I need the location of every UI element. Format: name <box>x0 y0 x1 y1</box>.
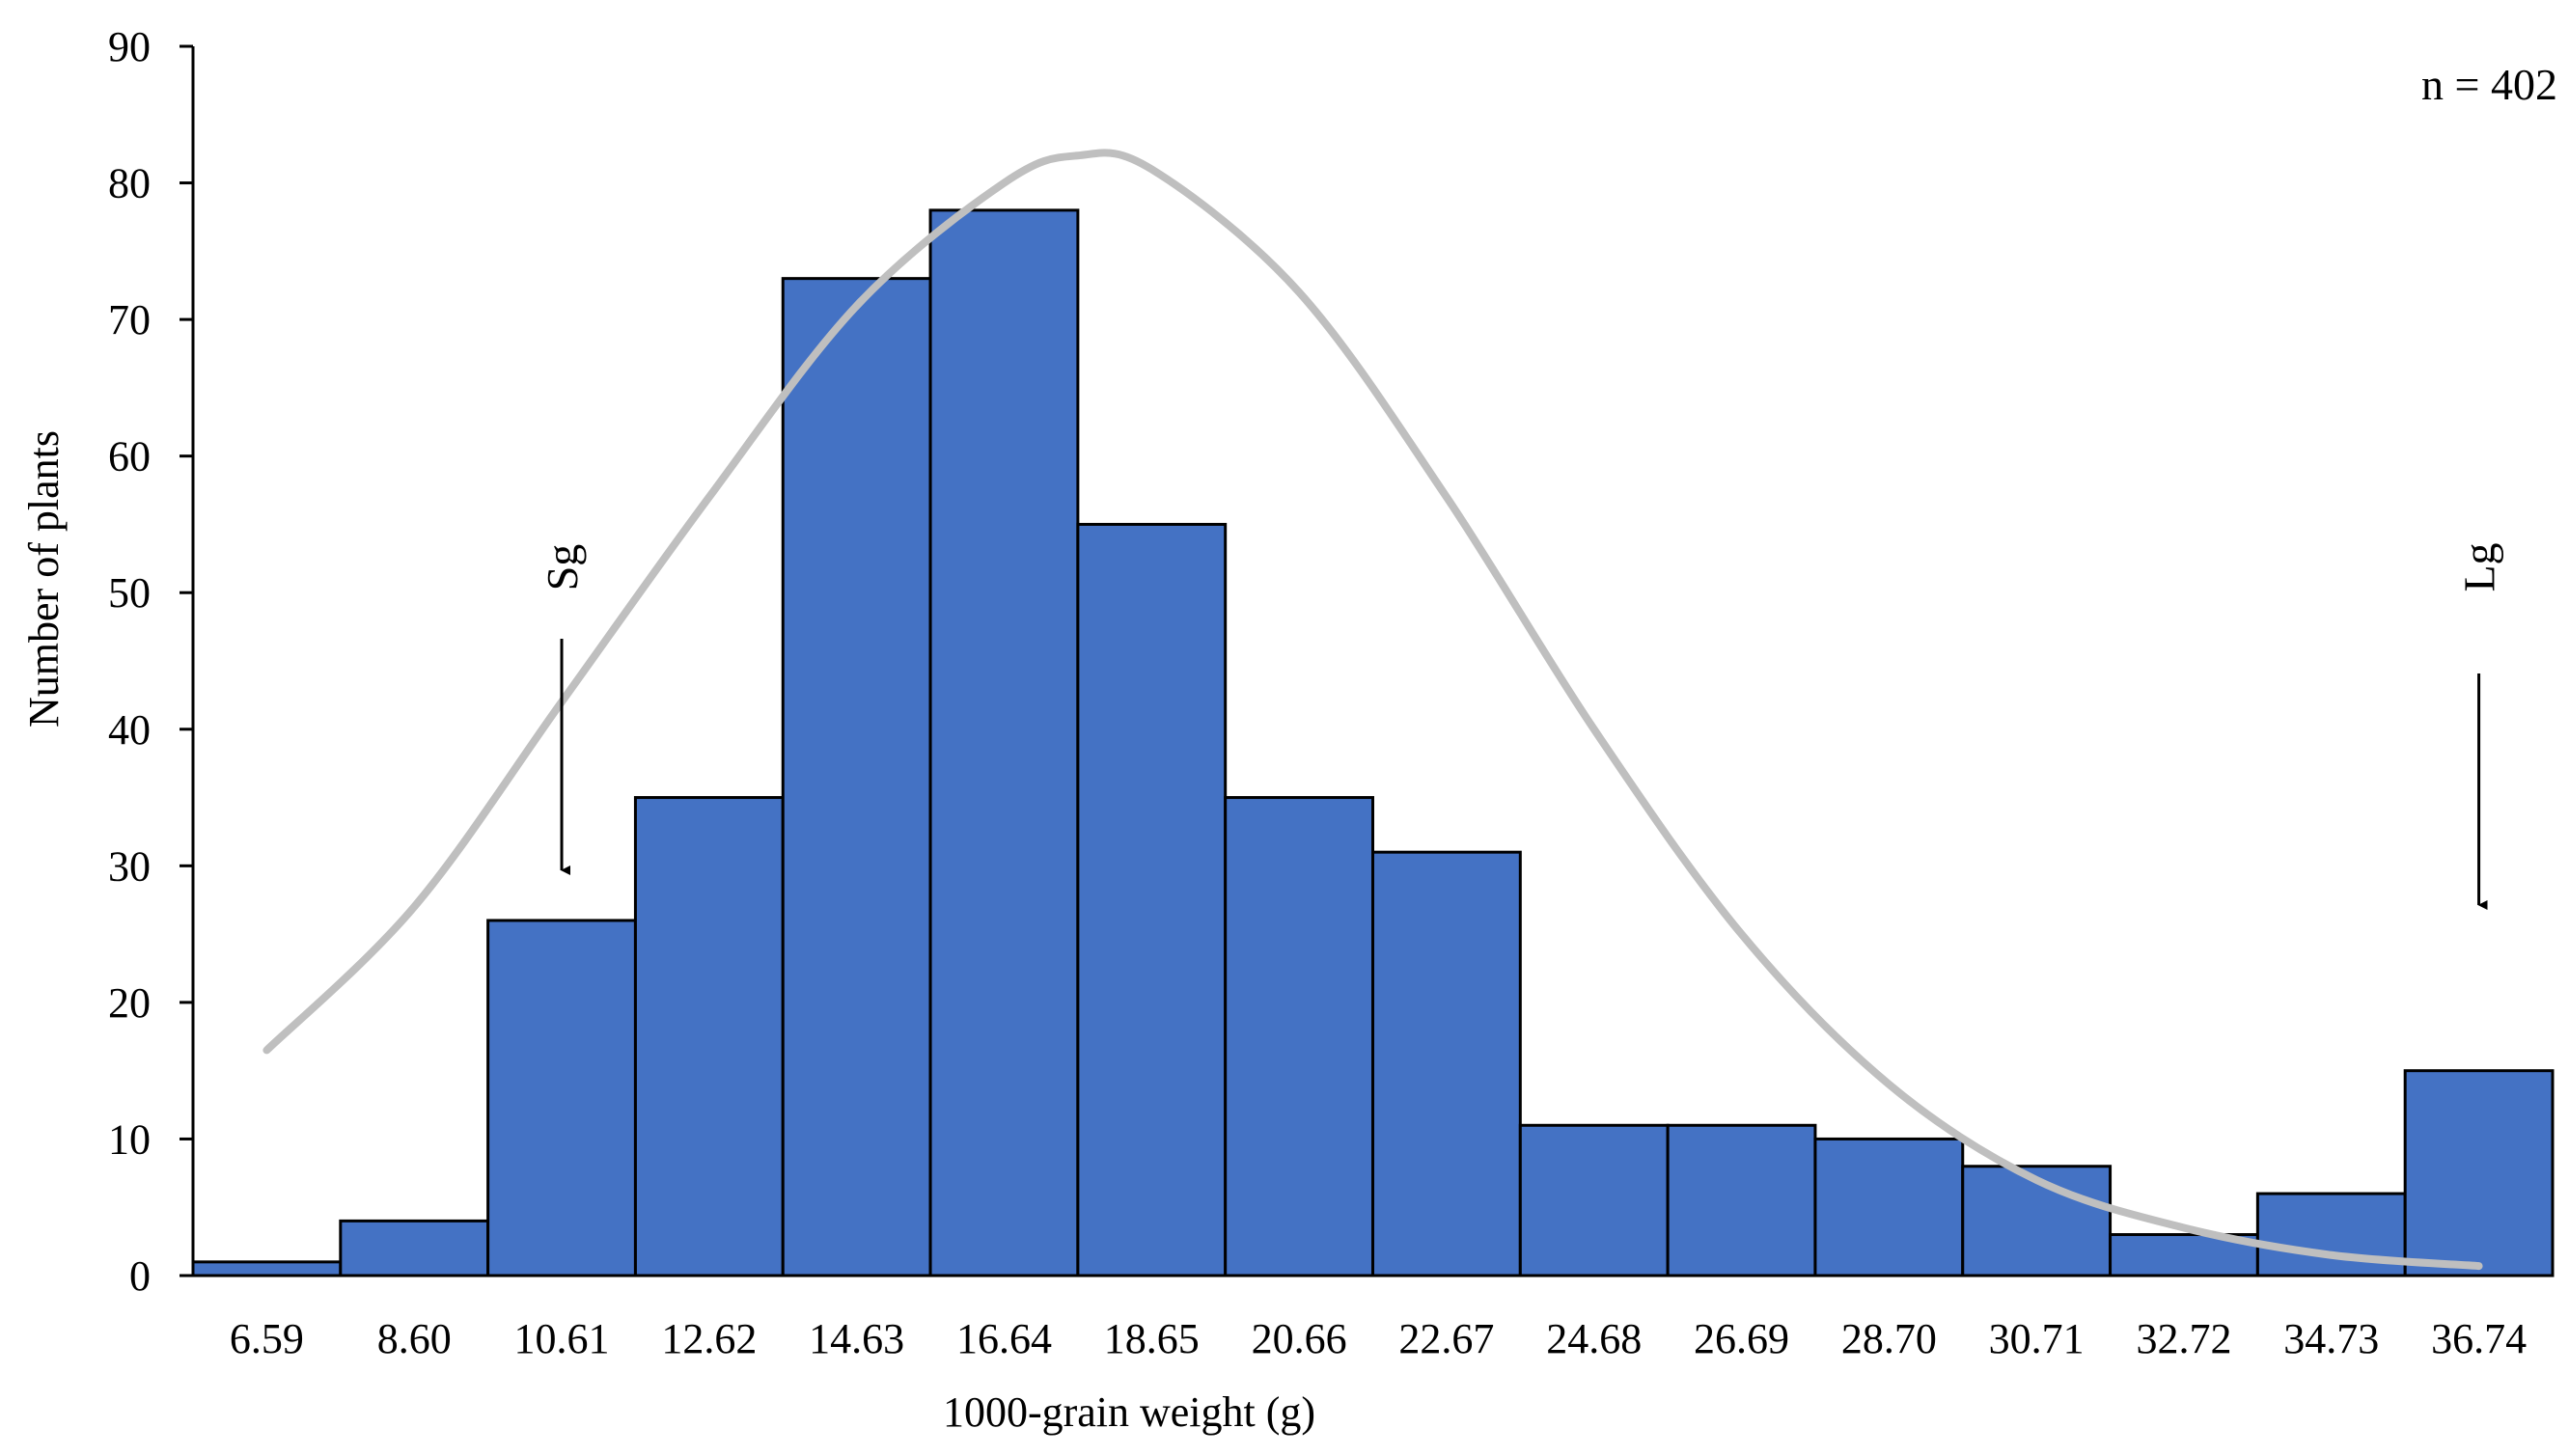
x-tick-label: 30.71 <box>1989 1315 2085 1362</box>
x-axis-title: 1000-grain weight (g) <box>943 1388 1315 1436</box>
x-tick-label: 34.73 <box>2283 1315 2379 1362</box>
sg-label: Sg <box>538 544 587 591</box>
fit-curve-group <box>262 149 2483 1271</box>
bar <box>1371 850 1522 1277</box>
lg-label: Lg <box>2455 542 2504 591</box>
annotations-group: n = 402 Sg Lg <box>538 60 2557 910</box>
x-tick-label: 16.64 <box>956 1315 1052 1362</box>
x-tick-label: 6.59 <box>230 1315 304 1362</box>
bar <box>1813 1137 1965 1277</box>
y-tick-label: 90 <box>108 23 151 70</box>
x-tick-label: 22.67 <box>1398 1315 1494 1362</box>
x-tick-label: 24.68 <box>1546 1315 1642 1362</box>
y-tick-label: 80 <box>108 160 151 207</box>
normal-fit-curve <box>262 149 2483 1271</box>
y-tick-label: 40 <box>108 706 151 754</box>
x-tick-label: 18.65 <box>1104 1315 1200 1362</box>
bar <box>486 919 637 1277</box>
bar <box>1666 1123 1817 1277</box>
y-axis-title: Number of plants <box>20 430 68 728</box>
bars-group <box>191 208 2555 1277</box>
bar <box>1076 522 1228 1277</box>
bar <box>339 1219 490 1277</box>
x-tick-label: 26.69 <box>1694 1315 1789 1362</box>
bar <box>781 277 932 1277</box>
bar <box>633 796 785 1277</box>
y-tick-label: 20 <box>108 979 151 1027</box>
x-tick-label: 8.60 <box>377 1315 452 1362</box>
axes-group <box>191 46 2553 1277</box>
y-tick-label: 60 <box>108 433 151 481</box>
bar <box>1224 796 1374 1277</box>
x-tick-label: 20.66 <box>1252 1315 1347 1362</box>
y-tick-label: 10 <box>108 1115 151 1163</box>
x-ticks-group: 6.59 8.60 10.61 12.62 14.63 16.64 18.65 20.66 22… <box>230 1315 2527 1362</box>
x-tick-label: 32.72 <box>2136 1315 2231 1362</box>
x-tick-label: 12.62 <box>661 1315 757 1362</box>
bar <box>1961 1165 2113 1277</box>
y-tick-label: 70 <box>108 296 151 343</box>
bar <box>2403 1069 2555 1277</box>
y-tick-label: 0 <box>129 1252 151 1300</box>
sample-size-label: n = 402 <box>2421 60 2557 109</box>
bar <box>191 1260 343 1277</box>
x-tick-label: 14.63 <box>809 1315 904 1362</box>
x-tick-label: 10.61 <box>514 1315 610 1362</box>
x-tick-label: 28.70 <box>1841 1315 1937 1362</box>
y-tick-label: 30 <box>108 842 151 890</box>
x-tick-label: 36.74 <box>2431 1315 2527 1362</box>
y-tick-label: 50 <box>108 569 151 617</box>
bar <box>1518 1123 1670 1277</box>
y-ticks-group: 0 10 20 30 40 50 60 70 80 90 <box>108 23 193 1300</box>
bar <box>928 208 1080 1277</box>
